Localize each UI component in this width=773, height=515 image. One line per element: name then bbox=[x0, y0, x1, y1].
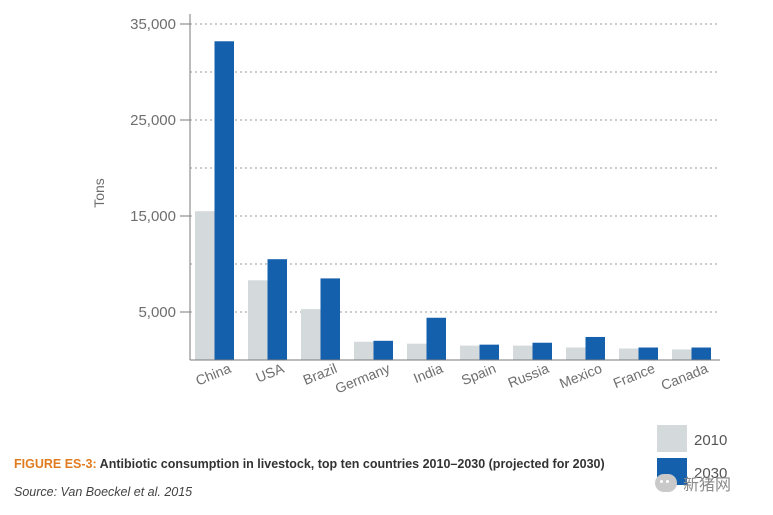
x-tick-label: Germany bbox=[333, 360, 392, 396]
bar-2030-usa bbox=[267, 259, 287, 360]
bar-2030-india bbox=[426, 317, 446, 360]
bar-2010-france bbox=[619, 348, 639, 360]
y-axis-ticks: 5,000 15,000 25,000 35,000 bbox=[130, 16, 190, 321]
bar-2010-russia bbox=[513, 345, 533, 360]
y-tick-label: 15,000 bbox=[130, 208, 176, 225]
bar-2010-china bbox=[195, 211, 215, 360]
figure-label: FIGURE ES-3: bbox=[14, 457, 97, 471]
bar-2010-india bbox=[407, 343, 427, 360]
bar-2030-canada bbox=[691, 347, 711, 360]
bar-2010-spain bbox=[460, 345, 480, 360]
wechat-icon bbox=[655, 474, 677, 492]
y-tick-label: 35,000 bbox=[130, 16, 176, 33]
bar-2030-mexico bbox=[585, 336, 605, 360]
bar-2030-germany bbox=[373, 340, 393, 360]
x-tick-label: Mexico bbox=[557, 360, 604, 392]
bar-2030-china bbox=[214, 41, 234, 360]
y-tick-label: 25,000 bbox=[130, 112, 176, 129]
bar-2010-mexico bbox=[566, 347, 586, 360]
bar-2030-spain bbox=[479, 344, 499, 360]
bar-2010-germany bbox=[354, 341, 374, 360]
figure-caption: FIGURE ES-3: Antibiotic consumption in l… bbox=[14, 457, 605, 471]
legend-label: 2010 bbox=[694, 432, 727, 449]
source-note: Source: Van Boeckel et al. 2015 bbox=[14, 485, 193, 499]
legend-label: 2030 bbox=[694, 465, 727, 482]
x-tick-label: India bbox=[411, 360, 445, 386]
bar-2030-france bbox=[638, 347, 658, 360]
legend-swatch-2010 bbox=[657, 425, 687, 452]
axes bbox=[189, 14, 720, 361]
bar-2030-russia bbox=[532, 342, 552, 360]
y-axis-label: Tons bbox=[91, 178, 107, 208]
bar-2030-brazil bbox=[320, 278, 340, 360]
gridlines bbox=[190, 23, 720, 313]
bar-2010-canada bbox=[672, 349, 692, 360]
y-tick-label: 5,000 bbox=[138, 304, 176, 321]
watermark-text: 新猪网 bbox=[683, 475, 732, 494]
x-tick-label: France bbox=[611, 360, 658, 391]
x-tick-label: Russia bbox=[505, 360, 551, 391]
bar-2010-brazil bbox=[301, 309, 321, 360]
x-tick-label: USA bbox=[253, 360, 286, 386]
x-tick-label: China bbox=[193, 360, 233, 389]
figure-caption-text: Antibiotic consumption in livestock, top… bbox=[99, 457, 605, 471]
x-tick-label: Spain bbox=[459, 360, 498, 388]
bars bbox=[195, 41, 711, 360]
x-tick-label: Canada bbox=[659, 360, 711, 393]
bar-2010-usa bbox=[248, 280, 268, 360]
watermark: 新猪网 bbox=[655, 470, 760, 496]
